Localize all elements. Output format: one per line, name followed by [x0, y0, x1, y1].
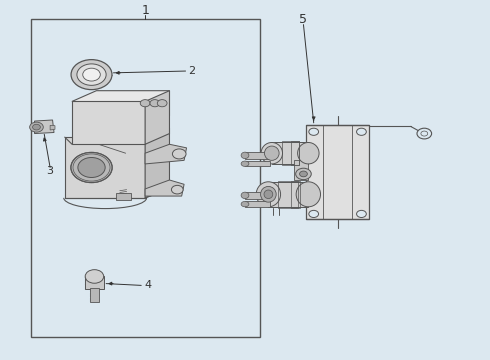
Ellipse shape [241, 192, 249, 199]
Circle shape [71, 153, 112, 183]
Circle shape [172, 149, 186, 159]
Bar [245, 152, 270, 158]
Bar [245, 161, 270, 166]
Ellipse shape [261, 186, 276, 202]
Polygon shape [145, 91, 170, 144]
Bar [282, 141, 298, 165]
Circle shape [357, 210, 367, 217]
Bar [30, 19, 260, 337]
Ellipse shape [261, 143, 283, 164]
Polygon shape [145, 128, 170, 198]
Ellipse shape [264, 190, 273, 199]
Circle shape [157, 100, 167, 107]
Bar [269, 182, 308, 207]
Circle shape [421, 131, 428, 136]
Circle shape [150, 100, 160, 107]
Circle shape [30, 122, 43, 132]
Polygon shape [145, 144, 187, 164]
Ellipse shape [256, 182, 281, 207]
Ellipse shape [296, 182, 320, 207]
Text: 5: 5 [299, 13, 307, 27]
Bar [291, 181, 299, 208]
Circle shape [299, 171, 307, 177]
Bar [245, 192, 270, 199]
Bar [278, 181, 297, 208]
Ellipse shape [241, 202, 249, 207]
Circle shape [309, 128, 318, 135]
Text: 1: 1 [141, 4, 149, 17]
Circle shape [77, 64, 106, 85]
Polygon shape [116, 193, 130, 200]
Circle shape [357, 128, 367, 135]
Circle shape [172, 185, 183, 194]
Ellipse shape [241, 152, 249, 158]
Ellipse shape [241, 161, 249, 166]
Polygon shape [65, 137, 145, 198]
Circle shape [83, 68, 100, 81]
Polygon shape [50, 125, 55, 130]
Polygon shape [90, 288, 99, 302]
Circle shape [32, 124, 40, 130]
Circle shape [71, 60, 112, 90]
Polygon shape [72, 102, 145, 144]
Text: 3: 3 [47, 166, 53, 176]
Polygon shape [72, 91, 170, 116]
Polygon shape [145, 180, 184, 196]
Text: 4: 4 [144, 280, 151, 291]
Circle shape [295, 168, 311, 180]
Bar [291, 141, 298, 165]
Bar [245, 202, 270, 207]
Ellipse shape [265, 146, 279, 160]
Polygon shape [34, 120, 54, 134]
Circle shape [417, 128, 432, 139]
Bar [272, 143, 308, 164]
Circle shape [309, 210, 318, 217]
Bar [306, 125, 369, 219]
Circle shape [78, 157, 105, 177]
Ellipse shape [297, 143, 319, 164]
Polygon shape [85, 276, 104, 289]
Bar [294, 160, 308, 180]
Text: 2: 2 [188, 66, 195, 76]
Circle shape [85, 270, 104, 283]
Circle shape [140, 100, 150, 107]
